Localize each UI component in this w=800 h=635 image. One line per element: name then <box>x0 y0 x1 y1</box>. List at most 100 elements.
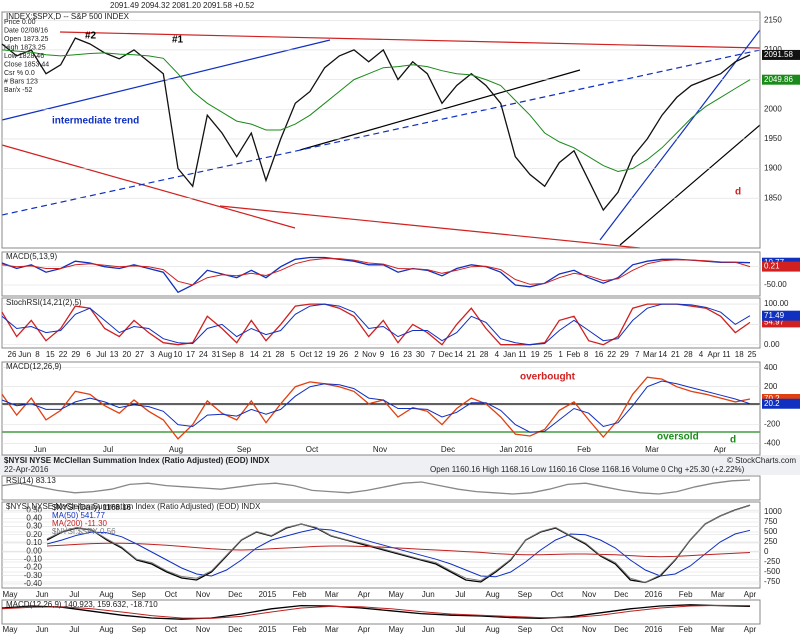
info-line: Close 1853.44 <box>4 61 49 68</box>
last-value-label: 2091.58 <box>764 50 793 59</box>
x-tick-label: 21 <box>467 350 476 359</box>
header-value: 2091.49 <box>110 1 139 10</box>
y-tick-label: 1950 <box>764 134 782 143</box>
x-tick-label: 2015 <box>258 590 276 599</box>
x-tick-label: May <box>389 625 404 634</box>
x-tick-label: Sep <box>237 445 252 454</box>
x-tick-label: Oct <box>551 625 564 634</box>
panel-title: StochRSI(14,21(2),5) <box>6 298 82 307</box>
x-tick-label: 2015 <box>258 625 276 634</box>
annotation: #2 <box>85 31 97 42</box>
panel-title: MACD(5,13,9) <box>6 252 57 261</box>
x-tick-label: Dec <box>614 625 628 634</box>
x-tick-label: Feb <box>293 590 307 599</box>
x-tick-label: Jun <box>36 625 49 634</box>
legend-entry: MA(200) -11.30 <box>52 519 108 528</box>
x-tick-label: 20 <box>122 350 131 359</box>
x-tick-label: Oct <box>299 350 312 359</box>
info-line: High 1873.25 <box>4 44 46 51</box>
x-tick-label: Jul <box>103 445 113 454</box>
x-tick-label: 14 <box>658 350 667 359</box>
info-line: Price 0.00 <box>4 19 36 26</box>
x-tick-label: 25 <box>543 350 552 359</box>
info-line: Open 1873.25 <box>4 36 48 43</box>
x-tick-label: Apr <box>744 625 757 634</box>
x-tick-label: Feb <box>679 625 693 634</box>
y2-tick-label: 750 <box>764 517 778 526</box>
last-value-tag <box>762 49 800 60</box>
panel-frame <box>1 297 761 349</box>
x-tick-label: 18 <box>735 350 744 359</box>
x-tick-label: May <box>389 590 404 599</box>
x-tick-label: Mar <box>325 625 339 634</box>
x-tick-label: Jun <box>422 590 435 599</box>
y-tick-label: 0.00 <box>764 340 780 349</box>
y2-tick-label: -750 <box>764 577 781 586</box>
x-tick-label: Nov <box>196 590 210 599</box>
info-line: Date 02/08/16 <box>4 27 48 34</box>
y-tick-label: 400 <box>764 363 778 372</box>
y-tick-label: -200 <box>764 420 781 429</box>
series-line <box>1 604 751 619</box>
y2-tick-label: -250 <box>764 557 781 566</box>
x-tick-label: 1 <box>558 350 563 359</box>
last-value-label: 20.2 <box>764 399 780 408</box>
series-line <box>1 49 751 173</box>
x-tick-label: 19 <box>327 350 336 359</box>
x-tick-label: 11 <box>518 350 527 359</box>
x-tick-label: 28 <box>480 350 489 359</box>
series-line <box>1 258 751 286</box>
y-tick-label: 1850 <box>764 193 782 202</box>
x-tick-label: 25 <box>748 350 757 359</box>
x-tick-label: 14 <box>454 350 463 359</box>
last-value-label: 70.2 <box>764 394 780 403</box>
x-tick-label: 16 <box>390 350 399 359</box>
last-value-tag <box>762 398 800 409</box>
x-tick-label: Jan 2016 <box>500 445 533 454</box>
y-tick-label: -0.30 <box>24 571 43 580</box>
info-line: Low 1828.46 <box>4 53 44 60</box>
x-tick-label: Feb <box>679 590 693 599</box>
y2-tick-label: 500 <box>764 527 778 536</box>
x-tick-label: Nov <box>196 625 210 634</box>
annotation: #1 <box>172 35 184 46</box>
x-tick-label: 12 <box>314 350 323 359</box>
x-tick-label: Jul <box>69 590 79 599</box>
x-tick-label: Jun <box>422 625 435 634</box>
x-tick-label: 27 <box>135 350 144 359</box>
x-tick-label: Apr <box>714 445 727 454</box>
x-tick-label: Dec <box>439 350 453 359</box>
y-tick-label: 100.00 <box>764 299 789 308</box>
last-value-tag <box>762 310 800 321</box>
x-tick-label: 16 <box>594 350 603 359</box>
series-line <box>46 504 751 584</box>
x-tick-label: 15 <box>46 350 55 359</box>
last-value-label: 54.97 <box>764 318 785 327</box>
panel-frame <box>1 501 761 589</box>
nysi-title: $NYSI NYSE McClellan Summation Index (Ra… <box>4 456 270 465</box>
x-tick-label: Aug <box>485 625 499 634</box>
trend-line <box>599 29 761 241</box>
annotation: oversold <box>657 432 699 443</box>
y-tick-label: 0.20 <box>26 530 42 539</box>
x-tick-label: Dec <box>228 590 242 599</box>
panel-title: $NYSI NYSE McClellan Summation Index (Ra… <box>6 502 261 511</box>
trend-line <box>299 69 581 151</box>
y-tick-label: 0.10 <box>26 538 42 547</box>
panel-frame <box>1 361 761 456</box>
y-tick-label: 2150 <box>764 15 782 24</box>
x-tick-label: Mar <box>643 350 657 359</box>
header-value: 2081.20 <box>172 1 201 10</box>
x-tick-label: 24 <box>199 350 208 359</box>
y-tick-label: -50.00 <box>764 280 787 289</box>
legend-entry: $NYSI:$SPX 0.56 <box>52 527 116 536</box>
x-tick-label: 6 <box>86 350 91 359</box>
nysi-quote: Open 1160.16 High 1168.16 Low 1160.16 Cl… <box>430 465 745 474</box>
last-value-tag <box>762 261 800 272</box>
last-value-label: 71.49 <box>764 311 785 320</box>
info-line: Bar/x -52 <box>4 87 33 94</box>
trend-line <box>219 205 641 249</box>
x-tick-label: Aug <box>158 350 172 359</box>
